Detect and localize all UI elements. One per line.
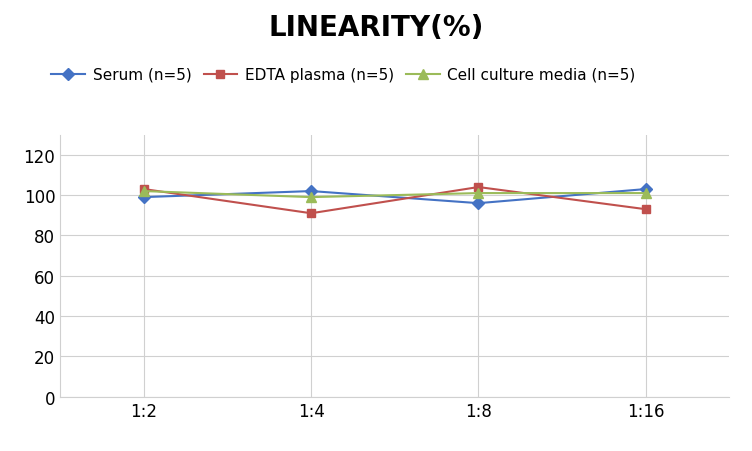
Cell culture media (n=5) [139, 189, 148, 194]
Cell culture media (n=5) [641, 191, 650, 196]
Serum (n=5) [139, 195, 148, 200]
EDTA plasma (n=5) [641, 207, 650, 212]
EDTA plasma (n=5) [307, 211, 316, 216]
Cell culture media (n=5) [307, 195, 316, 200]
Cell culture media (n=5) [474, 191, 483, 196]
Line: Cell culture media (n=5): Cell culture media (n=5) [139, 187, 650, 202]
Legend: Serum (n=5), EDTA plasma (n=5), Cell culture media (n=5): Serum (n=5), EDTA plasma (n=5), Cell cul… [45, 62, 641, 89]
Line: EDTA plasma (n=5): EDTA plasma (n=5) [140, 184, 650, 218]
EDTA plasma (n=5) [139, 187, 148, 192]
Serum (n=5) [307, 189, 316, 194]
Serum (n=5) [474, 201, 483, 207]
Text: LINEARITY(%): LINEARITY(%) [268, 14, 484, 41]
Line: Serum (n=5): Serum (n=5) [140, 185, 650, 208]
EDTA plasma (n=5) [474, 185, 483, 190]
Serum (n=5) [641, 187, 650, 192]
